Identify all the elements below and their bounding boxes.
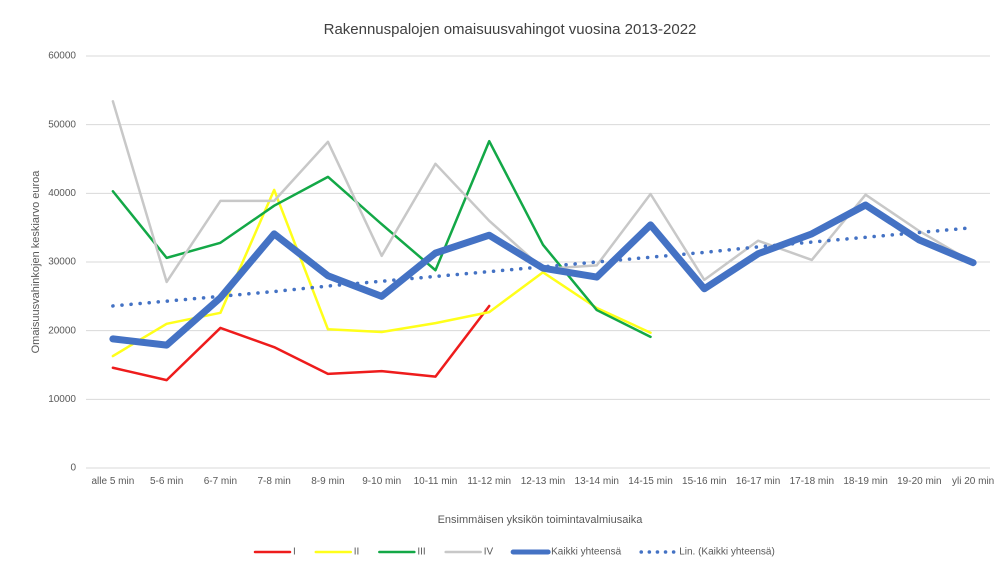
series-line: [111, 304, 491, 382]
x-tick-label: 7-8 min: [257, 476, 291, 487]
x-tick-wrap: 15-16 min: [682, 476, 727, 487]
x-tick-wrap: 13-14 min: [574, 476, 619, 487]
y-tick-label: 0: [70, 463, 76, 474]
x-tick-wrap: 6-7 min: [203, 476, 238, 487]
x-tick-label: 12-13 min: [520, 476, 566, 487]
series-line: [111, 225, 975, 308]
series-line: [111, 100, 975, 284]
x-tick-label: alle 5 min: [91, 476, 135, 487]
x-tick-label: 16-17 min: [735, 476, 781, 487]
x-tick-wrap: yli 20 min: [951, 476, 995, 487]
chart-title: Rakennuspalojen omaisuusvahingot vuosina…: [324, 21, 697, 38]
x-tick-wrap: 16-17 min: [735, 476, 781, 487]
legend-label: III: [417, 547, 425, 558]
x-tick-label: 17-18 min: [789, 476, 835, 487]
x-tick-wrap: 9-10 min: [362, 476, 402, 487]
x-tick-label: 11-12 min: [467, 476, 512, 487]
series-line: [109, 201, 977, 349]
x-tick-wrap: 14-15 min: [628, 476, 673, 487]
y-tick-label: 40000: [48, 188, 76, 199]
x-tick-wrap: 8-9 min: [311, 476, 345, 487]
x-tick-label: yli 20 min: [951, 476, 995, 487]
x-tick-label: 14-15 min: [628, 476, 673, 487]
y-axis-label: Omaisuusvahinkojen keskiarvo euroa: [30, 170, 42, 354]
x-tick-label: 13-14 min: [574, 476, 619, 487]
x-tick-wrap: 19-20 min: [897, 476, 942, 487]
legend-label: IV: [484, 547, 494, 558]
legend-label: I: [293, 547, 296, 558]
x-tick-label: 15-16 min: [682, 476, 727, 487]
y-tick-label: 20000: [48, 325, 76, 336]
y-tick-label: 60000: [48, 51, 76, 62]
y-tick-label: 10000: [48, 394, 76, 405]
x-tick-wrap: 12-13 min: [520, 476, 566, 487]
legend-label: Kaikki yhteensä: [551, 547, 621, 558]
x-tick-label: 10-11 min: [413, 476, 458, 487]
x-tick-wrap: 18-19 min: [843, 476, 888, 487]
x-axis-label: Ensimmäisen yksikön toimintavalmiusaika: [438, 514, 644, 526]
x-tick-wrap: 11-12 min: [467, 476, 512, 487]
x-tick-wrap: 5-6 min: [149, 476, 184, 487]
x-tick-label: 9-10 min: [362, 476, 402, 487]
x-tick-label: 19-20 min: [897, 476, 942, 487]
series-line: [111, 139, 652, 339]
legend-label: II: [354, 547, 360, 558]
legend-label: Lin. (Kaikki yhteensä): [679, 547, 775, 558]
x-tick-label: 8-9 min: [311, 476, 345, 487]
x-tick-wrap: 10-11 min: [413, 476, 458, 487]
x-tick-wrap: alle 5 min: [91, 476, 135, 487]
x-tick-label: 6-7 min: [203, 476, 238, 487]
x-tick-wrap: 7-8 min: [257, 476, 291, 487]
x-tick-label: 5-6 min: [149, 476, 184, 487]
y-tick-label: 50000: [48, 119, 76, 130]
y-tick-label: 30000: [48, 257, 76, 268]
x-tick-label: 18-19 min: [843, 476, 888, 487]
x-tick-wrap: 17-18 min: [789, 476, 835, 487]
